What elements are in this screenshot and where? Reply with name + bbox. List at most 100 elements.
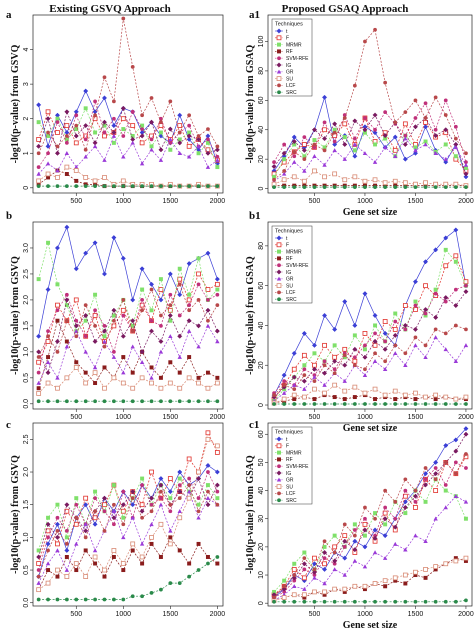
point-lcf [383,359,388,364]
y-tick-label: 3 [23,82,30,86]
point-mrmr [158,130,163,135]
point-lcf [83,147,88,152]
point-mrmr [292,561,297,566]
y-tick-label: 1.0 [23,532,30,542]
point-src [282,599,287,604]
point-ig [111,307,117,313]
point-lcf [177,130,182,135]
point-mrmr [413,299,418,304]
point-rf [121,568,126,573]
point-gr [149,147,154,152]
point-mrmr [187,130,192,135]
point-src [83,399,88,404]
point-mrmr [196,151,201,156]
point-svm-rfe [206,470,210,474]
point-svm-rfe [292,578,297,583]
point-ig [392,524,398,530]
point-src [46,399,50,404]
point-svm-rfe [322,556,327,561]
point-src [403,185,408,189]
point-ig [372,112,378,118]
point-ig [372,338,378,344]
point-gr [352,142,358,147]
point-f [342,346,348,352]
legend-marker-svm-rfe [277,464,281,469]
y-tick-label: 10 [258,571,265,579]
series-group [36,16,220,189]
y-tick-label: 40 [258,321,265,329]
point-gr [312,374,317,379]
point-mrmr [302,550,307,555]
point-f [130,123,136,128]
point-src [413,599,418,604]
legend-label-gr: GR [286,478,294,484]
point-ig [130,318,136,324]
point-mrmr [46,515,51,520]
point-su [205,436,211,442]
point-t [64,129,70,136]
point-t [392,134,398,140]
point-f [186,143,192,149]
point-src [322,599,327,604]
point-mrmr [36,277,41,282]
legend-marker-gr [276,276,282,281]
legend-label-gr: GR [286,70,294,76]
point-lcf [312,142,317,147]
point-su [433,564,439,569]
point-ig [301,561,307,567]
point-gr [36,171,41,176]
point-gr [130,140,135,145]
series-line-svm-rfe [273,285,467,394]
legend-marker-t [276,235,282,241]
y-tick-label: 1.5 [23,321,30,331]
point-lcf [196,509,201,514]
point-gr [433,335,438,340]
point-rf [403,581,408,586]
point-svm-rfe [352,136,357,141]
point-su [36,391,42,396]
point-ig [412,124,418,130]
point-su [73,561,79,566]
point-svm-rfe [433,291,438,296]
point-su [177,515,183,521]
point-gr [92,144,98,149]
point-lcf [453,471,458,476]
point-svm-rfe [413,303,418,308]
point-ig [463,431,469,437]
point-svm-rfe [140,127,144,131]
point-lcf [159,489,163,494]
legend-marker-mrmr [277,450,281,455]
point-f [433,488,439,493]
point-svm-rfe [373,127,377,132]
point-t [402,156,408,162]
point-rf [322,592,327,597]
point-src [196,399,201,404]
point-src [292,402,297,406]
point-gr [302,386,307,391]
point-src [55,597,60,602]
point-rf [215,375,220,380]
point-rf [130,548,135,553]
point-gr [130,515,135,520]
point-gr [382,555,388,560]
point-rf [362,587,367,592]
point-gr [292,584,297,589]
point-su [332,171,338,177]
point-ig [352,118,358,124]
point-t [301,330,307,336]
point-rf [83,370,88,375]
point-ig [120,502,126,508]
point-su [281,396,287,402]
point-lcf [74,515,79,520]
point-rf [373,397,378,402]
point-src [352,402,357,406]
legend-title: Techniques [275,430,303,436]
point-ig [36,349,42,355]
point-su [312,589,317,595]
point-t [205,133,211,139]
point-lcf [352,83,357,88]
panel-label-c: c [6,419,11,431]
point-svm-rfe [403,327,408,332]
x-axis-label: Gene set size [343,423,398,434]
legend-marker-rf [277,256,281,261]
